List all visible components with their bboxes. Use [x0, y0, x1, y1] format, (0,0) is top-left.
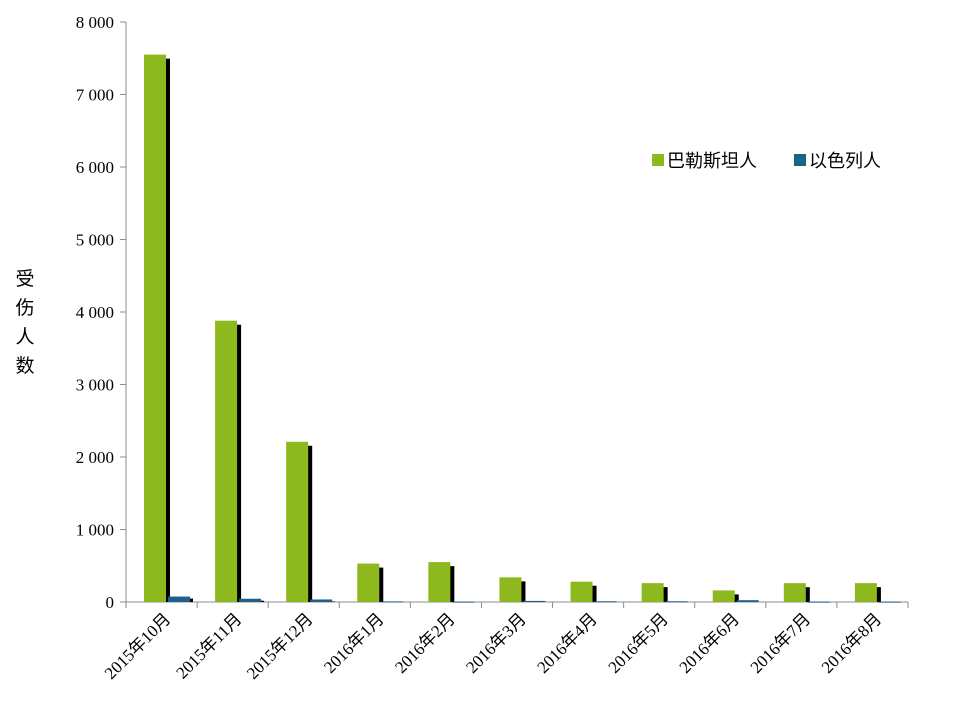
x-tick-label: 2015年12月: [243, 609, 317, 683]
legend-label-palestinian: 巴勒斯坦人: [667, 151, 757, 172]
y-tick-label: 8 000: [76, 13, 114, 32]
legend-label-israeli: 以色列人: [809, 151, 881, 172]
bar-palestinian: [641, 583, 664, 602]
y-axis-title-char: 伤: [15, 297, 34, 319]
y-tick-labels: 0 1 000 2 000 3 000 4 000 5 000 6 000 7 000 8 00…: [76, 13, 114, 612]
bar-palestinian: [712, 590, 735, 602]
bar-israeli: [594, 601, 617, 603]
bar-israeli: [878, 601, 901, 603]
x-tick-label: 2015年10月: [101, 609, 175, 683]
bar-israeli: [239, 598, 262, 602]
y-tick-label: 7 000: [76, 86, 114, 105]
bar-palestinian: [499, 577, 522, 602]
bar-palestinian: [570, 581, 593, 602]
y-tick-label: 6 000: [76, 158, 114, 177]
bars: [144, 54, 901, 603]
x-tick-label: 2016年6月: [676, 609, 744, 677]
y-axis-title-char: 数: [15, 355, 34, 377]
bar-israeli: [452, 601, 475, 603]
x-tick-label: 2016年2月: [391, 609, 459, 677]
legend: 巴勒斯坦人 以色列人: [652, 151, 881, 172]
x-tick-label: 2016年1月: [320, 609, 388, 677]
bar-israeli: [736, 600, 759, 602]
bar-israeli: [523, 600, 546, 602]
bar-israeli: [665, 601, 688, 603]
bar-palestinian: [854, 583, 877, 602]
bar-palestinian: [144, 54, 166, 602]
legend-swatch-palestinian: [652, 154, 664, 166]
x-tick-label: 2016年3月: [462, 609, 530, 677]
y-tick-label: 1 000: [76, 521, 114, 540]
x-tick-label: 2016年8月: [818, 609, 886, 677]
x-tick-label: 2016年4月: [533, 609, 601, 677]
y-tick-label: 5 000: [76, 231, 114, 250]
y-axis-title-char: 人: [15, 326, 34, 348]
bar-israeli: [310, 599, 333, 602]
y-tick-label: 0: [106, 593, 115, 612]
x-tick-label: 2015年11月: [172, 609, 245, 682]
bar-israeli: [168, 596, 190, 602]
bar-palestinian: [357, 563, 380, 602]
y-tick-label: 4 000: [76, 303, 114, 322]
y-tick-label: 2 000: [76, 448, 114, 467]
bar-palestinian: [428, 562, 451, 602]
bar-israeli: [381, 601, 404, 603]
legend-swatch-israeli: [794, 154, 806, 166]
y-tick-label: 3 000: [76, 376, 114, 395]
y-axis-title-char: 受: [15, 268, 34, 290]
x-tick-label: 2016年5月: [604, 609, 672, 677]
bar-israeli: [807, 601, 830, 603]
bar-palestinian: [215, 320, 238, 602]
bar-palestinian: [783, 583, 806, 602]
x-tick-label: 2016年7月: [747, 609, 815, 677]
bar-palestinian: [286, 441, 309, 602]
